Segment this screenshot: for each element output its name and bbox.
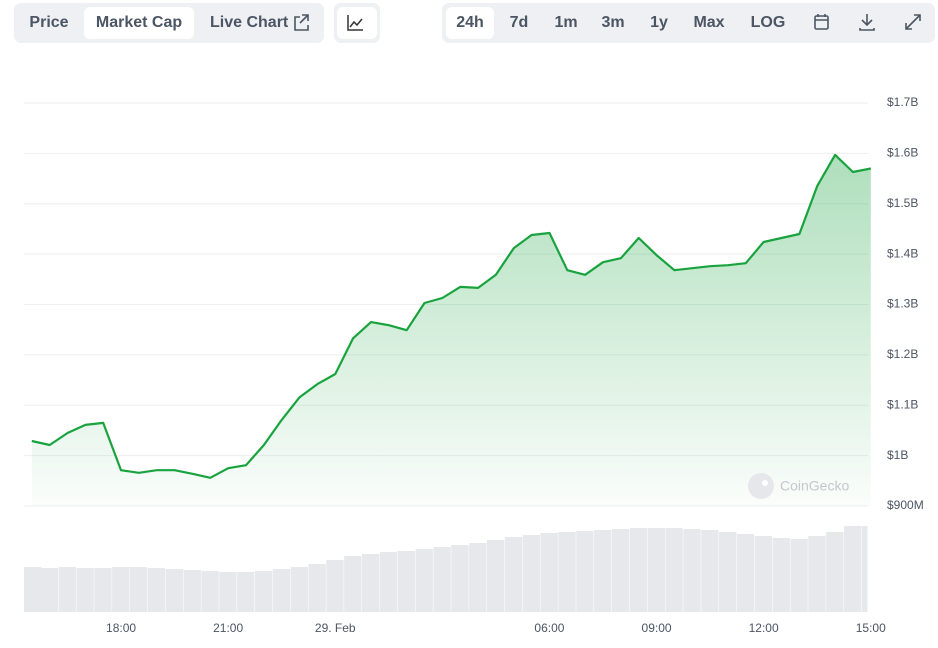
active-range [446, 7, 494, 39]
volume-bar [594, 530, 612, 612]
volume-bar [558, 532, 576, 612]
watermark: CoinGecko [748, 473, 849, 499]
volume-bar [112, 567, 130, 612]
y-tick-label: $900M [887, 498, 924, 512]
volume-bar [665, 528, 683, 612]
watermark-text: CoinGecko [780, 478, 849, 494]
volume-bar [826, 532, 844, 612]
chart-type-button[interactable] [337, 7, 377, 39]
volume-bar [415, 549, 433, 612]
active-tab [84, 7, 194, 39]
volume-bar [201, 571, 219, 612]
volume-bar [362, 554, 380, 612]
calendar-icon[interactable] [814, 14, 829, 30]
external-icon [294, 14, 309, 31]
tab[interactable]: Price [29, 14, 68, 31]
x-tick-label: 15:00 [856, 621, 886, 635]
volume-bar [272, 569, 291, 612]
x-tick-label: 29. Feb [315, 621, 356, 635]
volume-bar [379, 552, 398, 612]
range[interactable]: 7d [510, 14, 529, 31]
x-tick-label: 18:00 [106, 621, 136, 635]
volume-bar [486, 540, 505, 612]
volume-bar [719, 532, 737, 612]
volume-bar [326, 560, 344, 612]
range[interactable]: 24h [456, 14, 484, 31]
x-tick-label: 06:00 [534, 621, 564, 635]
volume-bar [129, 567, 148, 612]
range-group [442, 3, 935, 43]
range[interactable]: 3m [601, 14, 624, 31]
y-tick-label: $1.7B [887, 95, 918, 109]
volume-bar [290, 567, 308, 612]
volume-bar [647, 528, 665, 612]
volume-bar [772, 538, 790, 612]
line-icon [347, 15, 363, 31]
volume-bar [469, 543, 487, 612]
volume-bar [522, 535, 541, 612]
volume-bar [861, 526, 868, 612]
area [31, 154, 871, 506]
volume-bar [701, 530, 719, 612]
volume-bar [219, 572, 237, 612]
volume-bar [76, 568, 94, 612]
range[interactable]: 1y [650, 14, 668, 31]
x-tick-label: 21:00 [213, 621, 243, 635]
volume-bar [504, 537, 523, 612]
volume-bar [308, 564, 326, 612]
volume-bar [94, 568, 112, 612]
x-tick-label: 09:00 [642, 621, 672, 635]
tab[interactable]: Market Cap [96, 14, 182, 31]
y-tick-label: $1.4B [887, 246, 918, 260]
y-tick-label: $1.2B [887, 347, 918, 361]
volume-bar [147, 568, 166, 612]
x-tick-label: 12:00 [749, 621, 779, 635]
line [31, 153, 872, 479]
download-icon[interactable] [859, 14, 875, 31]
volume-bar [165, 569, 184, 612]
volume-bar [237, 572, 255, 612]
volume-bar [24, 567, 42, 612]
y-tick-label: $1.3B [887, 297, 918, 311]
range[interactable]: LOG [751, 14, 786, 31]
y-tick-label: $1.6B [887, 146, 918, 160]
volume-bar [843, 526, 862, 612]
volume-bar [397, 551, 416, 612]
volume-bar [683, 529, 701, 612]
volume-bar [736, 534, 755, 612]
volume-bar [790, 539, 808, 612]
y-tick-label: $1.1B [887, 397, 918, 411]
volume-bar [183, 570, 201, 612]
volume-bar [344, 556, 362, 612]
volume-bar [451, 545, 469, 612]
volume-bar [58, 567, 76, 612]
volume-bar [808, 536, 826, 612]
volume-bar [754, 536, 773, 612]
y-tick-label: $1.5B [887, 196, 918, 210]
volume-bar [254, 571, 273, 612]
range[interactable]: 1m [554, 14, 577, 31]
volume-bar [576, 531, 594, 612]
volume-bar [540, 533, 558, 612]
volume-bar [629, 528, 648, 612]
tab[interactable]: Live Chart [210, 14, 289, 31]
volume-bar [611, 529, 630, 612]
range[interactable]: Max [693, 14, 724, 31]
expand-icon[interactable] [905, 14, 921, 30]
y-tick-label: $1B [887, 448, 908, 462]
volume-bar [433, 547, 451, 612]
volume-bar [40, 568, 59, 612]
